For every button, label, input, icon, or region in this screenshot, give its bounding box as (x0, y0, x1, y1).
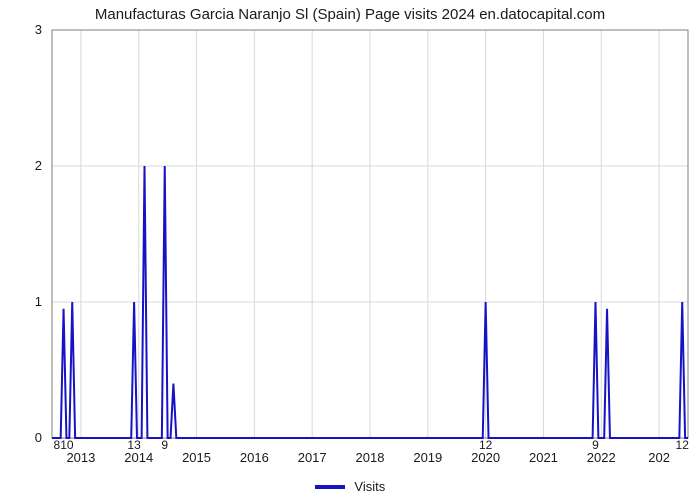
x-tick-label: 2020 (471, 450, 500, 465)
spike-label: 12 (676, 438, 690, 452)
x-tick-label: 2017 (298, 450, 327, 465)
x-tick-label: 2013 (66, 450, 95, 465)
chart-svg: 0123201320142015201620172018201920202021… (0, 0, 700, 500)
legend-swatch (315, 485, 345, 489)
y-tick-label: 0 (35, 430, 42, 445)
y-tick-label: 1 (35, 294, 42, 309)
x-tick-label: 2015 (182, 450, 211, 465)
chart-legend: Visits (0, 478, 700, 494)
x-tick-label: 2016 (240, 450, 269, 465)
spike-label: 12 (479, 438, 493, 452)
x-tick-label: 2021 (529, 450, 558, 465)
spike-label: 9 (592, 438, 599, 452)
x-tick-label: 2019 (413, 450, 442, 465)
y-tick-label: 3 (35, 22, 42, 37)
y-tick-label: 2 (35, 158, 42, 173)
spike-label: 810 (54, 438, 74, 452)
x-tick-label: 2018 (356, 450, 385, 465)
x-tick-label: 2022 (587, 450, 616, 465)
spike-label: 9 (161, 438, 168, 452)
legend-label: Visits (354, 479, 385, 494)
x-tick-label: 2014 (124, 450, 153, 465)
x-tick-label: 202 (648, 450, 670, 465)
spike-label: 13 (127, 438, 141, 452)
